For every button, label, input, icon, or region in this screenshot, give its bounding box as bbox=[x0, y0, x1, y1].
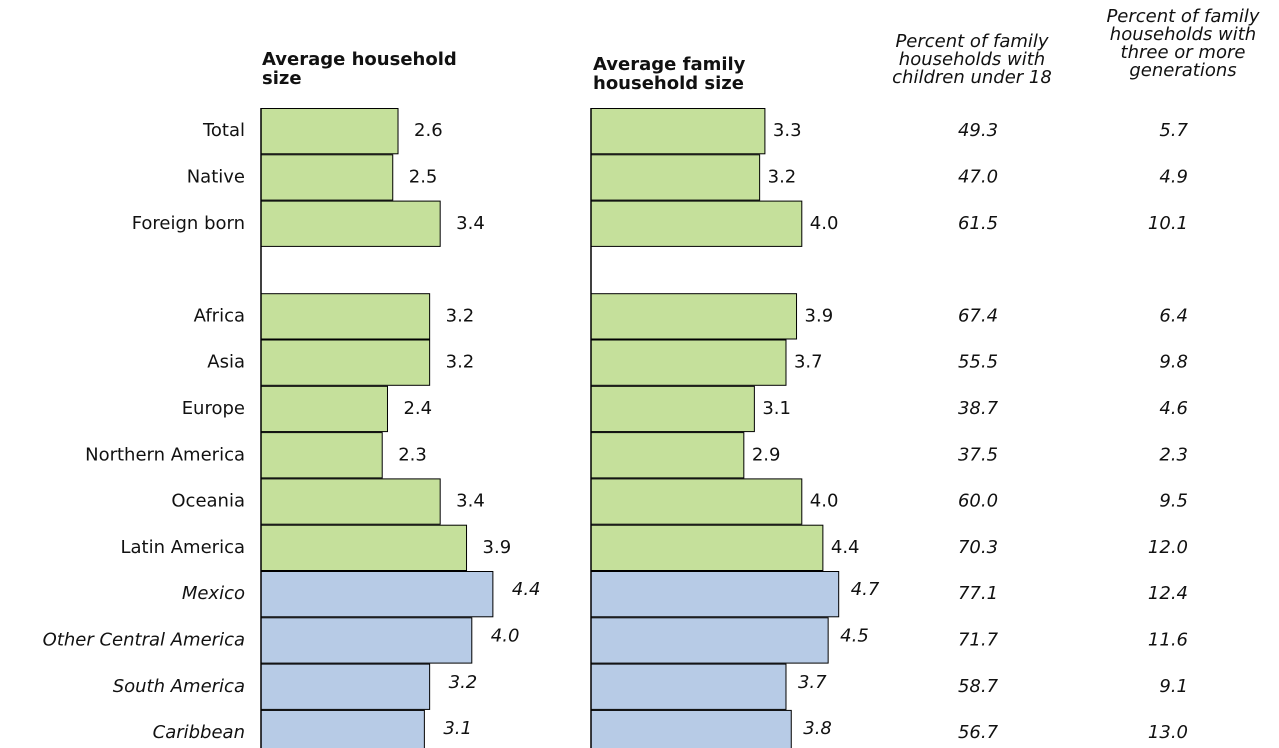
table-cell: 10.1 bbox=[1148, 213, 1188, 234]
value-label: 3.7 bbox=[794, 352, 823, 373]
value-label: 3.3 bbox=[773, 120, 802, 141]
table-cell: 4.9 bbox=[1159, 166, 1188, 187]
category-label: Asia bbox=[207, 352, 245, 373]
table-cell: 9.5 bbox=[1159, 491, 1188, 512]
table-cell: 49.3 bbox=[958, 120, 998, 141]
value-label: 3.2 bbox=[449, 672, 478, 693]
table-cell: 60.0 bbox=[958, 491, 998, 512]
value-label: 4.5 bbox=[840, 625, 869, 646]
bar bbox=[590, 385, 755, 433]
category-label: Latin America bbox=[121, 537, 246, 558]
category-label: Europe bbox=[182, 398, 245, 419]
category-label: Other Central America bbox=[43, 629, 245, 650]
bar bbox=[260, 385, 388, 433]
value-label: 4.4 bbox=[831, 537, 860, 558]
bar bbox=[590, 432, 745, 479]
column-header: Percent of family households with three … bbox=[1106, 6, 1260, 81]
category-label: Total bbox=[202, 120, 245, 141]
bar bbox=[260, 108, 399, 155]
table-cell: 58.7 bbox=[958, 676, 999, 697]
bar bbox=[260, 432, 383, 479]
value-label: 4.0 bbox=[810, 491, 839, 512]
bar bbox=[590, 663, 787, 710]
bar bbox=[590, 200, 803, 247]
bar bbox=[260, 293, 431, 340]
value-label: 3.2 bbox=[446, 305, 475, 326]
value-label: 4.4 bbox=[512, 579, 541, 600]
value-label: 2.9 bbox=[752, 444, 781, 465]
value-label: 3.8 bbox=[803, 718, 832, 739]
value-label: 4.7 bbox=[851, 579, 880, 600]
category-label: Caribbean bbox=[153, 722, 245, 743]
value-label: 2.5 bbox=[409, 166, 438, 187]
bar bbox=[260, 709, 425, 748]
table-cell: 47.0 bbox=[958, 166, 998, 187]
table-cell: 61.5 bbox=[958, 213, 998, 234]
table-cell: 71.7 bbox=[958, 629, 999, 650]
bar bbox=[590, 108, 766, 155]
bar bbox=[260, 663, 431, 710]
bar bbox=[590, 339, 787, 386]
table-cell: 67.4 bbox=[958, 305, 998, 326]
table-cell: 70.3 bbox=[958, 537, 998, 558]
category-label: Native bbox=[187, 166, 245, 187]
table-cell: 6.4 bbox=[1159, 305, 1188, 326]
category-label: Oceania bbox=[171, 491, 245, 512]
table-cell: 77.1 bbox=[958, 583, 998, 604]
value-label: 4.0 bbox=[491, 625, 520, 646]
category-label: Africa bbox=[194, 305, 245, 326]
value-label: 3.2 bbox=[446, 352, 475, 373]
panel-title: Average family household size bbox=[593, 54, 746, 94]
value-label: 3.9 bbox=[483, 537, 512, 558]
value-label: 3.2 bbox=[768, 166, 797, 187]
column-header: Percent of family households with childr… bbox=[892, 31, 1052, 88]
value-label: 3.4 bbox=[456, 491, 485, 512]
value-label: 4.0 bbox=[810, 213, 839, 234]
category-label: South America bbox=[113, 676, 245, 697]
bar bbox=[260, 339, 431, 386]
table-cell: 55.5 bbox=[958, 352, 998, 373]
table-cell: 38.7 bbox=[958, 398, 999, 419]
bar bbox=[590, 524, 824, 572]
value-label: 3.9 bbox=[805, 305, 834, 326]
value-label: 2.6 bbox=[414, 120, 443, 141]
bar bbox=[260, 478, 441, 525]
value-label: 3.1 bbox=[443, 718, 472, 739]
bar bbox=[590, 617, 829, 664]
category-label: Northern America bbox=[85, 444, 245, 465]
table-cell: 9.8 bbox=[1159, 352, 1188, 373]
table-cell: 12.0 bbox=[1148, 537, 1188, 558]
value-label: 3.1 bbox=[762, 398, 791, 419]
table-cell: 13.0 bbox=[1148, 722, 1188, 743]
table-cell: 4.6 bbox=[1159, 398, 1188, 419]
table-cell: 5.7 bbox=[1159, 120, 1188, 141]
bar bbox=[260, 571, 494, 618]
category-label: Foreign born bbox=[132, 213, 245, 234]
value-label: 3.4 bbox=[456, 213, 485, 234]
panel-title: Average household size bbox=[262, 49, 457, 89]
bar bbox=[260, 154, 394, 201]
bar bbox=[590, 709, 792, 748]
value-label: 3.7 bbox=[798, 672, 827, 693]
bar bbox=[590, 293, 798, 340]
value-label: 2.4 bbox=[403, 398, 432, 419]
table-cell: 12.4 bbox=[1148, 583, 1188, 604]
bar bbox=[260, 617, 473, 664]
category-label: Mexico bbox=[182, 583, 245, 604]
table-cell: 2.3 bbox=[1159, 444, 1188, 465]
bar bbox=[260, 524, 468, 572]
table-cell: 56.7 bbox=[958, 722, 999, 743]
bar bbox=[590, 154, 761, 201]
table-cell: 37.5 bbox=[958, 444, 998, 465]
bar bbox=[260, 200, 441, 247]
bar bbox=[590, 478, 803, 525]
table-cell: 9.1 bbox=[1159, 676, 1188, 697]
value-label: 2.3 bbox=[398, 444, 427, 465]
bar bbox=[590, 571, 840, 618]
table-cell: 11.6 bbox=[1148, 629, 1188, 650]
